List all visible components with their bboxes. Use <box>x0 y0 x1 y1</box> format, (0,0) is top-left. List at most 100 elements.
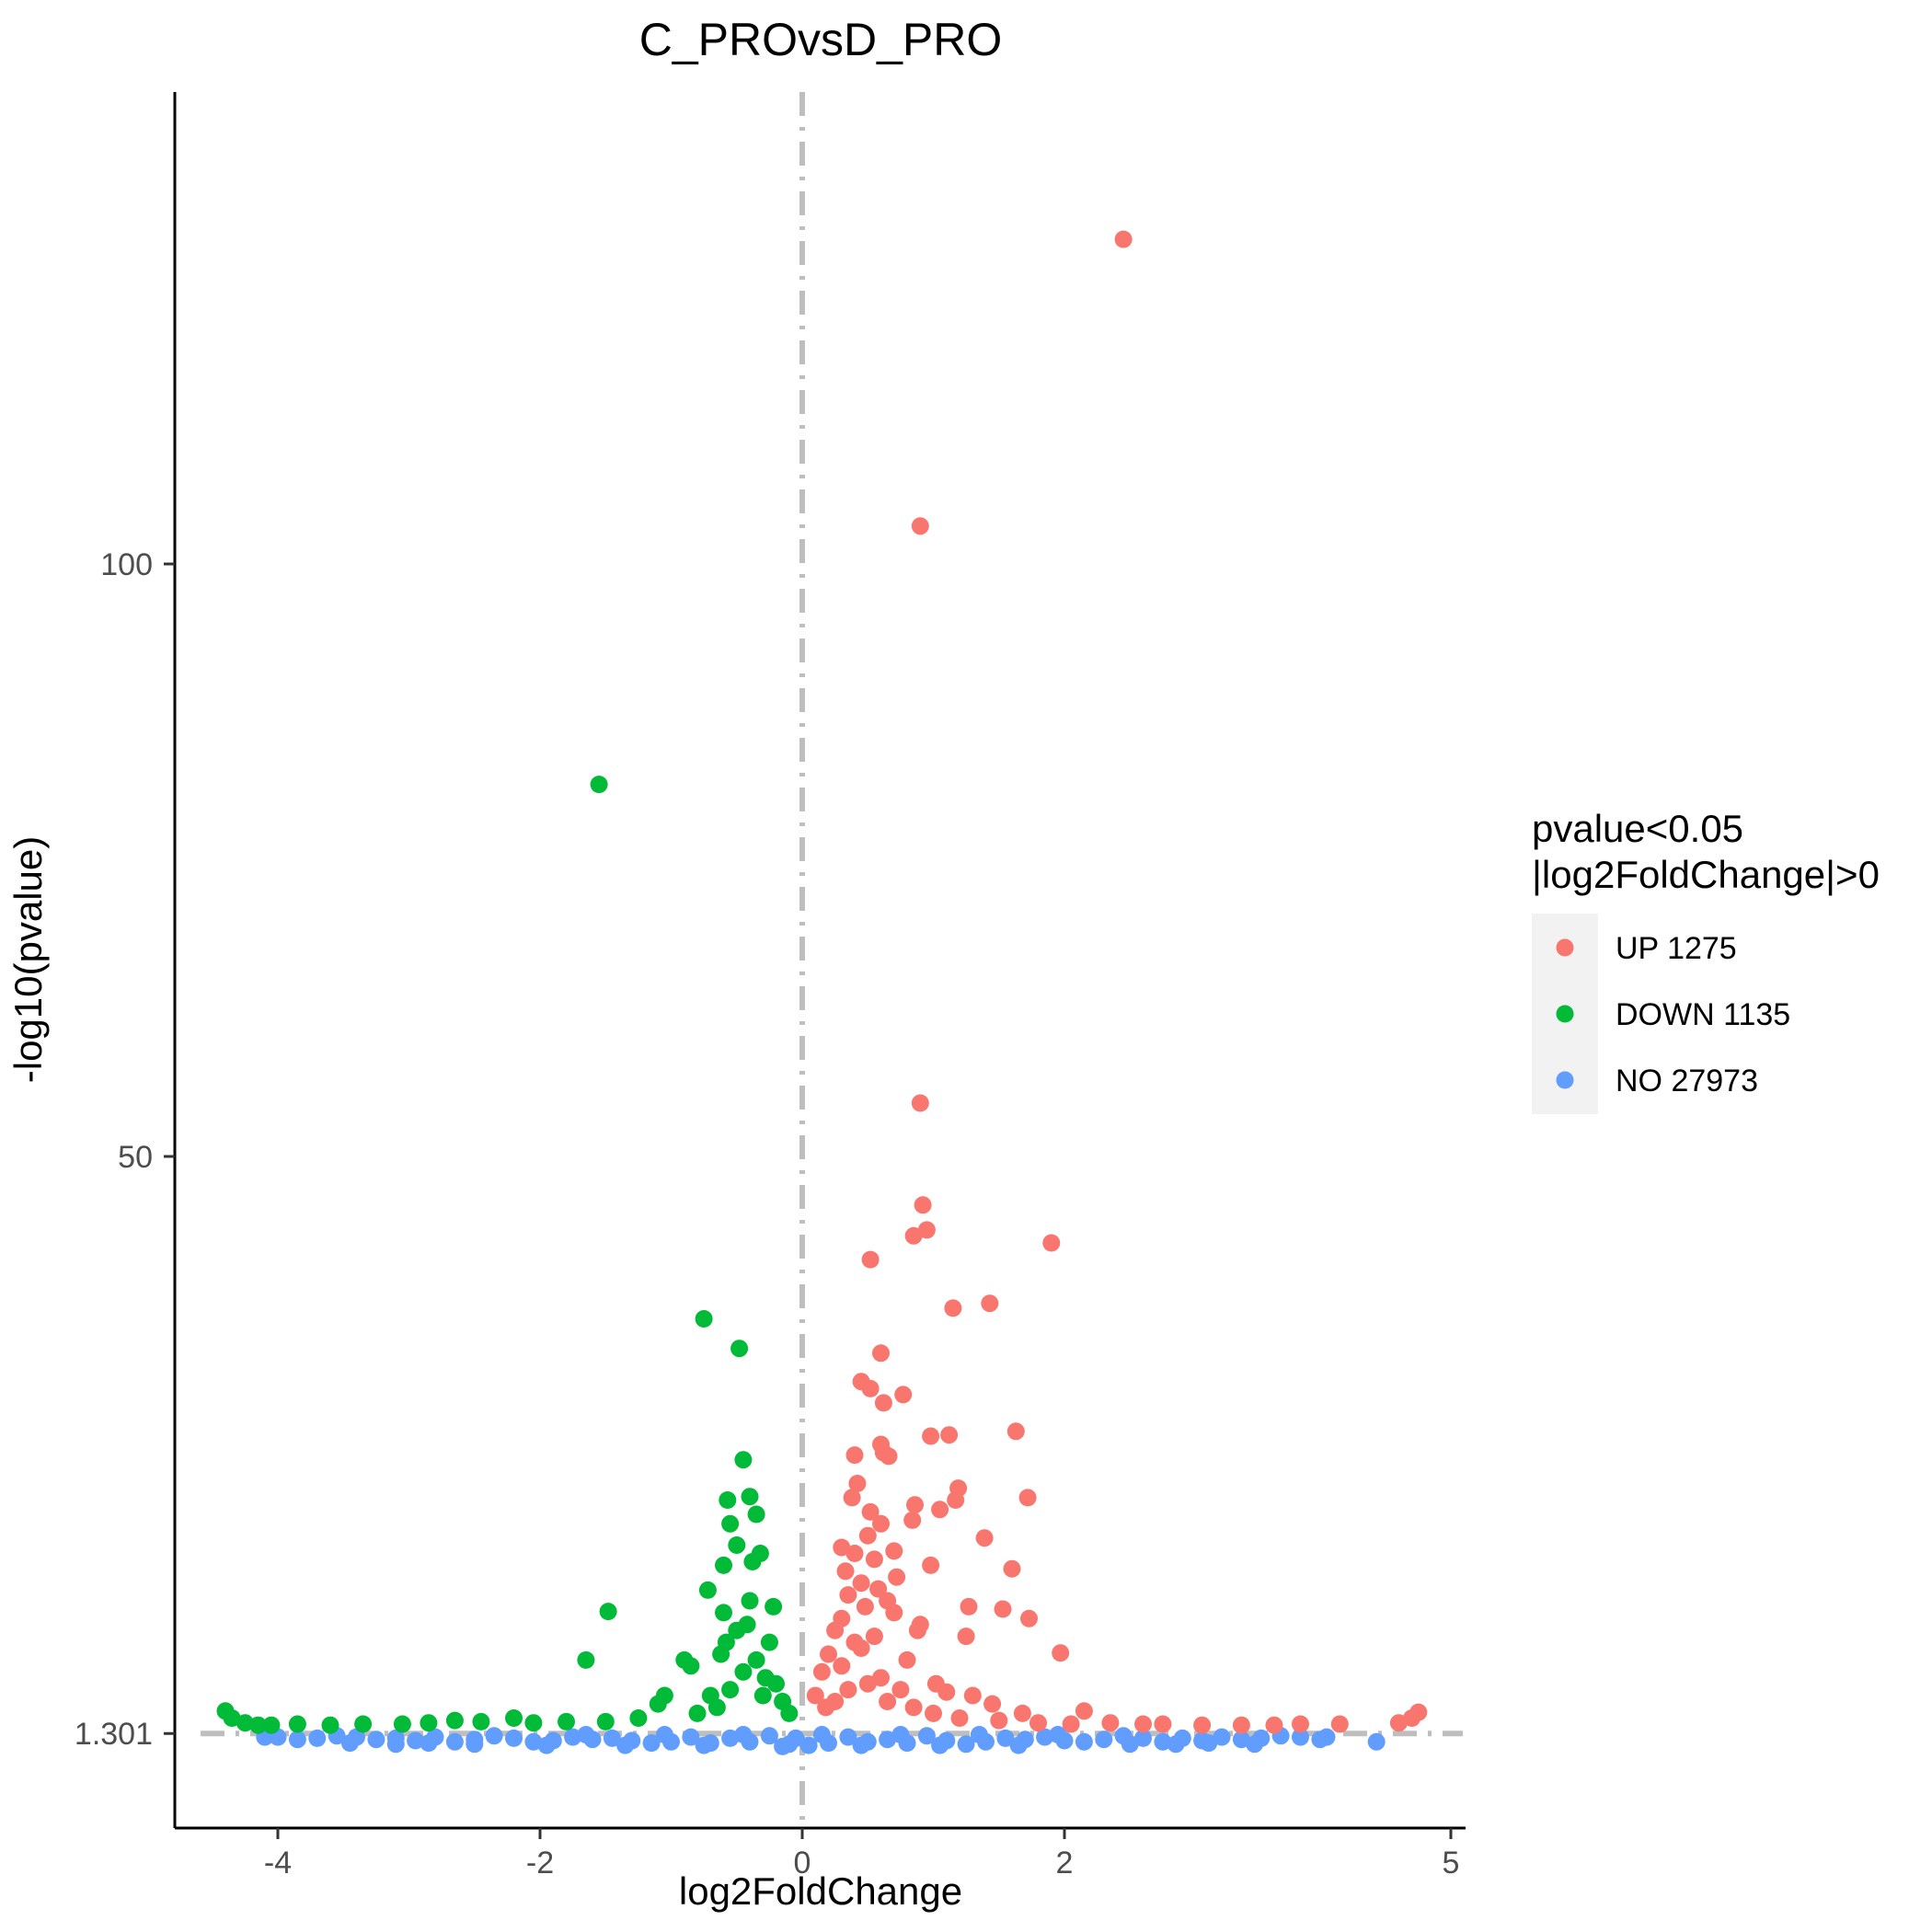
point-up <box>848 1475 867 1492</box>
legend: pvalue<0.05 |log2FoldChange|>0 UP 1275 DO… <box>1532 807 1880 1114</box>
point-up <box>1193 1716 1212 1734</box>
point-no <box>386 1735 405 1754</box>
point-no <box>1213 1728 1231 1746</box>
y-axis-ticks: 1.301 50 100 <box>75 547 175 1752</box>
point-up <box>826 1693 845 1710</box>
point-down <box>599 1603 617 1621</box>
point-no <box>799 1736 818 1754</box>
point-down <box>216 1702 235 1720</box>
point-down <box>753 1686 772 1705</box>
point-up <box>944 1299 962 1317</box>
point-up <box>1154 1715 1172 1733</box>
point-up <box>1292 1715 1309 1733</box>
point-no <box>616 1736 635 1754</box>
point-no <box>1009 1736 1028 1754</box>
point-up <box>937 1683 956 1701</box>
point-up <box>865 1550 883 1569</box>
point-up <box>839 1586 857 1604</box>
point-down <box>629 1709 648 1727</box>
x-tick-label: 2 <box>1056 1846 1074 1880</box>
point-up <box>1114 230 1133 248</box>
point-up <box>1330 1715 1349 1733</box>
point-no <box>655 1726 673 1743</box>
point-up <box>1265 1716 1283 1734</box>
point-down <box>780 1704 799 1722</box>
point-no <box>1095 1731 1113 1749</box>
point-up <box>845 1633 864 1651</box>
point-down <box>730 1340 749 1358</box>
point-down <box>695 1310 713 1328</box>
y-tick-label: 100 <box>100 547 153 582</box>
point-no <box>957 1735 975 1754</box>
point-no <box>340 1734 359 1753</box>
point-down <box>715 1604 732 1622</box>
point-up <box>931 1501 949 1519</box>
point-up <box>925 1704 942 1722</box>
point-up <box>891 1681 910 1699</box>
point-up <box>865 1627 883 1646</box>
point-no <box>879 1731 897 1749</box>
point-down <box>393 1715 411 1733</box>
legend-title-line2: |log2FoldChange|>0 <box>1532 853 1880 896</box>
point-no <box>1049 1726 1067 1743</box>
point-up <box>963 1686 982 1705</box>
point-up <box>911 1094 929 1112</box>
point-down <box>321 1716 339 1734</box>
legend-key-no <box>1556 1071 1574 1089</box>
point-up <box>872 1514 890 1533</box>
point-up <box>906 1496 924 1514</box>
point-down <box>747 1505 765 1524</box>
point-up <box>1003 1559 1021 1578</box>
point-no <box>682 1728 700 1746</box>
point-no <box>445 1732 464 1751</box>
point-up <box>820 1645 837 1663</box>
point-no <box>774 1737 792 1755</box>
point-up <box>917 1221 936 1239</box>
point-up <box>852 1574 870 1593</box>
point-up <box>869 1580 888 1598</box>
point-up <box>960 1597 978 1616</box>
point-no <box>1154 1732 1172 1751</box>
point-down <box>738 1616 756 1634</box>
point-no <box>485 1727 503 1745</box>
point-up <box>1075 1702 1093 1720</box>
point-up <box>839 1681 857 1699</box>
y-tick-label: 50 <box>118 1140 153 1175</box>
point-up <box>914 1196 932 1214</box>
point-up <box>872 1669 890 1687</box>
point-up <box>845 1446 864 1465</box>
point-down <box>741 1592 759 1610</box>
point-no <box>1134 1729 1152 1747</box>
legend-key-up <box>1556 938 1574 957</box>
point-up <box>1006 1422 1025 1441</box>
point-down <box>524 1714 543 1732</box>
point-no <box>537 1736 556 1754</box>
x-tick-label: 5 <box>1443 1846 1460 1880</box>
point-down <box>577 1650 595 1669</box>
point-down <box>743 1553 762 1570</box>
point-up <box>1101 1714 1120 1732</box>
point-down <box>505 1709 523 1727</box>
point-no <box>1121 1735 1139 1754</box>
legend-label: UP 1275 <box>1616 931 1737 966</box>
point-no <box>839 1728 857 1746</box>
point-up <box>1029 1714 1047 1732</box>
point-up <box>994 1600 1012 1618</box>
point-up <box>845 1545 864 1562</box>
point-up <box>1052 1644 1070 1662</box>
point-up <box>861 1502 880 1521</box>
point-up <box>858 1526 877 1545</box>
point-up <box>1013 1704 1031 1722</box>
point-no <box>1317 1728 1336 1746</box>
x-axis-ticks: -4 -2 0 2 5 <box>264 1828 1460 1880</box>
point-down <box>734 1662 753 1681</box>
point-up <box>898 1650 916 1669</box>
point-no <box>577 1726 595 1743</box>
point-no <box>695 1736 713 1754</box>
point-up <box>894 1386 913 1404</box>
point-no <box>852 1736 870 1754</box>
point-down <box>249 1716 268 1734</box>
point-no <box>367 1731 385 1749</box>
point-no <box>721 1729 740 1747</box>
x-tick-label: -2 <box>526 1846 554 1880</box>
